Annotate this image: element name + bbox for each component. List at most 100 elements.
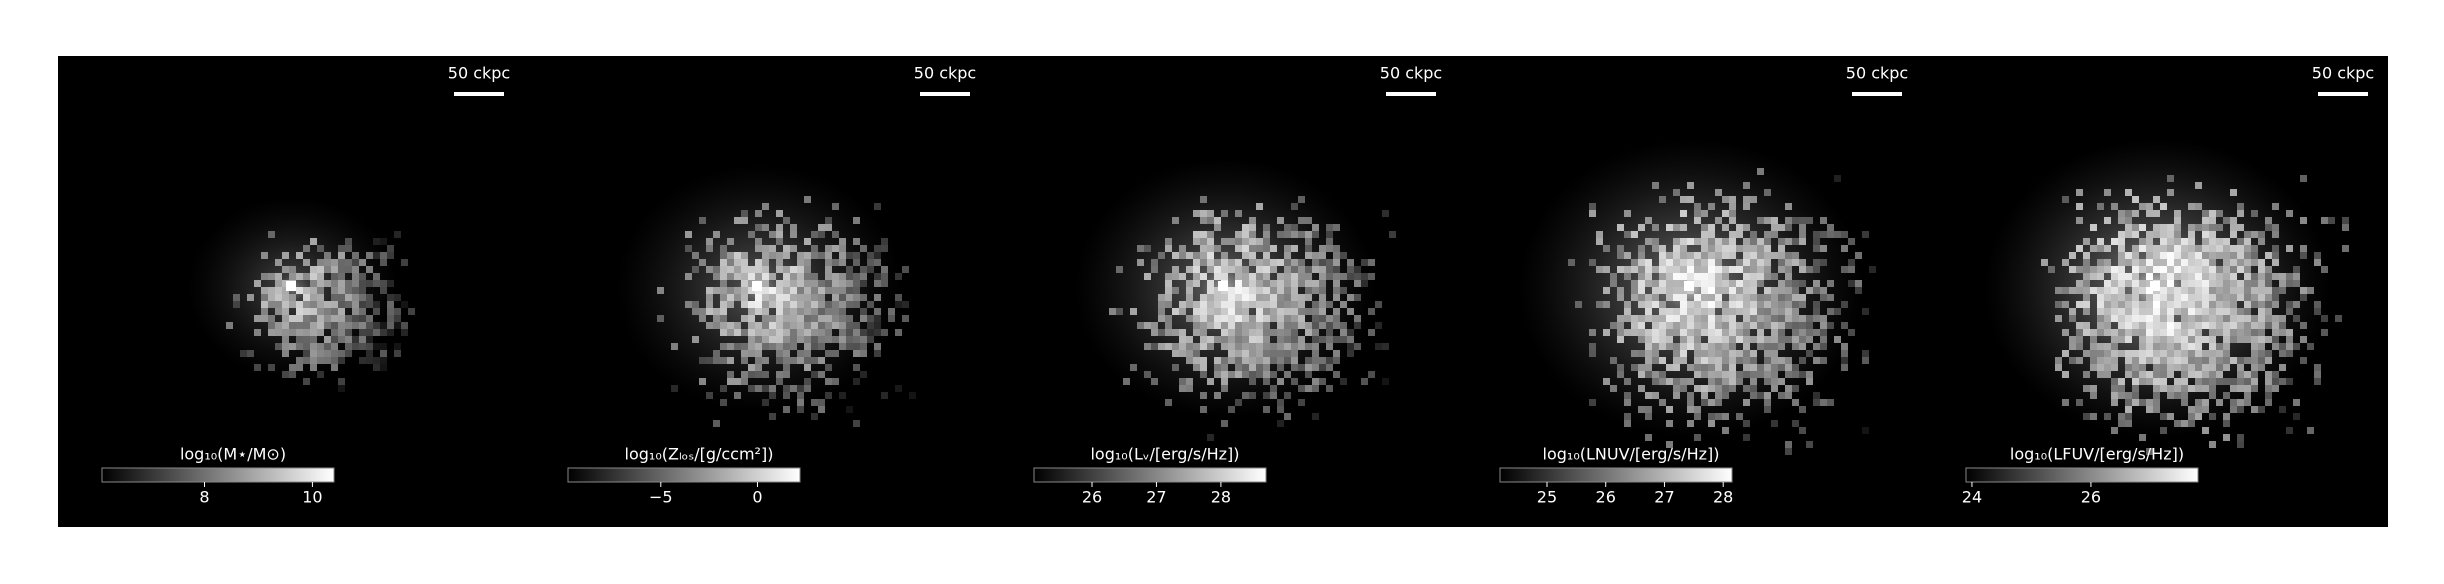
pixel [2104, 280, 2111, 287]
pixel [1347, 350, 1354, 357]
pixel [2062, 350, 2069, 357]
pixel [1785, 273, 1792, 280]
pixel [1708, 322, 1715, 329]
pixel [1701, 385, 1708, 392]
pixel [839, 280, 846, 287]
pixel [2258, 238, 2265, 245]
pixel [860, 350, 867, 357]
pixel [338, 287, 345, 294]
pixel [1652, 350, 1659, 357]
pixel [1270, 301, 1277, 308]
pixel [2244, 399, 2251, 406]
pixel [881, 329, 888, 336]
pixel [1256, 371, 1263, 378]
pixel [2286, 273, 2293, 280]
pixel [2153, 301, 2160, 308]
pixel [1326, 385, 1333, 392]
pixel [790, 329, 797, 336]
pixel [282, 336, 289, 343]
pixel [373, 343, 380, 350]
pixel [1820, 329, 1827, 336]
pixel [2237, 210, 2244, 217]
pixel [755, 385, 762, 392]
pixel [2083, 385, 2090, 392]
pixel [2237, 294, 2244, 301]
pixel [706, 294, 713, 301]
pixel [1645, 273, 1652, 280]
pixel [1263, 315, 1270, 322]
pixel [1722, 392, 1729, 399]
pixel [2083, 273, 2090, 280]
pixel [2216, 252, 2223, 259]
pixel [2125, 210, 2132, 217]
pixel [1750, 385, 1757, 392]
pixel [874, 343, 881, 350]
pixel [1680, 280, 1687, 287]
pixel [699, 357, 706, 364]
pixel [2125, 364, 2132, 371]
pixel [1172, 252, 1179, 259]
pixel [1617, 294, 1624, 301]
pixel [1680, 273, 1687, 280]
pixel [2118, 287, 2125, 294]
pixel [706, 245, 713, 252]
colorbar-tick-label: 28 [1713, 488, 1733, 507]
pixel [1291, 343, 1298, 350]
pixel [1256, 329, 1263, 336]
pixel [1862, 308, 1869, 315]
pixel [2293, 315, 2300, 322]
pixel [2223, 434, 2230, 441]
pixel [1813, 343, 1820, 350]
pixel [1263, 252, 1270, 259]
pixel [1645, 357, 1652, 364]
pixel [1680, 343, 1687, 350]
pixel [657, 287, 664, 294]
pixel [1319, 280, 1326, 287]
pixel [2090, 336, 2097, 343]
pixel [1722, 224, 1729, 231]
pixel [2167, 238, 2174, 245]
pixel [1659, 301, 1666, 308]
pixel [1242, 231, 1249, 238]
pixel [2237, 259, 2244, 266]
pixel [338, 378, 345, 385]
pixel [1291, 266, 1298, 273]
pixel [1354, 315, 1361, 322]
pixel [1750, 336, 1757, 343]
pixel [1333, 336, 1340, 343]
pixel [811, 322, 818, 329]
colorbar-tick-label: 26 [1596, 488, 1616, 507]
pixel [1848, 280, 1855, 287]
pixel [1193, 364, 1200, 371]
pixel [303, 329, 310, 336]
pixel [1228, 287, 1235, 294]
pixel [1319, 364, 1326, 371]
pixel [1305, 273, 1312, 280]
pixel [2195, 350, 2202, 357]
pixel [776, 252, 783, 259]
pixel [352, 294, 359, 301]
pixel [380, 287, 387, 294]
pixel [1729, 308, 1736, 315]
pixel [2139, 322, 2146, 329]
pixel [2188, 231, 2195, 238]
pixel [2167, 224, 2174, 231]
pixel [2160, 287, 2167, 294]
pixel [2097, 308, 2104, 315]
pixel [2202, 322, 2209, 329]
pixel [310, 329, 317, 336]
pixel [1137, 259, 1144, 266]
pixel [2174, 245, 2181, 252]
pixel [706, 238, 713, 245]
pixel [1722, 301, 1729, 308]
pixel [1652, 322, 1659, 329]
pixel [1158, 329, 1165, 336]
pixel [1165, 315, 1172, 322]
pixel [811, 329, 818, 336]
pixel [839, 238, 846, 245]
pixel [1221, 294, 1228, 301]
pixel [748, 343, 755, 350]
pixel [1750, 280, 1757, 287]
pixel [734, 287, 741, 294]
pixel [853, 364, 860, 371]
